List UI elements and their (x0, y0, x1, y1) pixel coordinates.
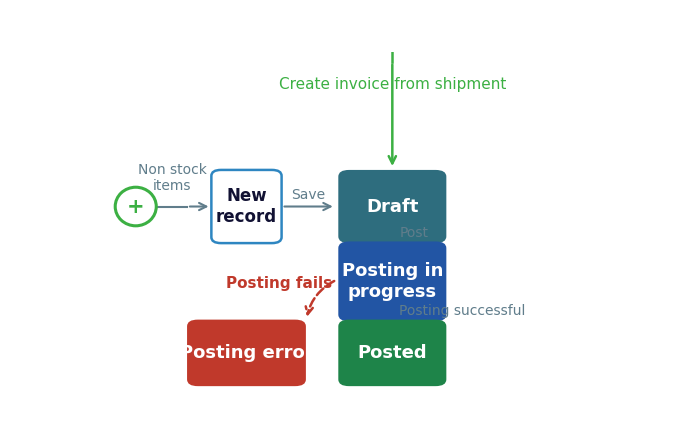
Text: Posted: Posted (358, 344, 427, 362)
Text: Posting successful: Posting successful (399, 304, 526, 318)
FancyBboxPatch shape (338, 241, 446, 321)
Text: New
record: New record (216, 187, 277, 226)
Text: +: + (127, 197, 144, 216)
Text: Post: Post (399, 226, 429, 240)
Text: Draft: Draft (366, 197, 418, 216)
FancyBboxPatch shape (211, 170, 282, 243)
FancyBboxPatch shape (338, 320, 446, 386)
Text: Create invoice from shipment: Create invoice from shipment (279, 77, 506, 92)
Text: Non stock
items: Non stock items (138, 163, 207, 193)
Text: Posting fails: Posting fails (226, 276, 332, 291)
FancyBboxPatch shape (338, 170, 446, 243)
FancyArrowPatch shape (306, 281, 335, 314)
Ellipse shape (115, 187, 156, 226)
Text: Posting in
progress: Posting in progress (342, 262, 443, 301)
FancyBboxPatch shape (187, 320, 306, 386)
Text: Posting error: Posting error (180, 344, 313, 362)
Text: Save: Save (291, 188, 325, 202)
